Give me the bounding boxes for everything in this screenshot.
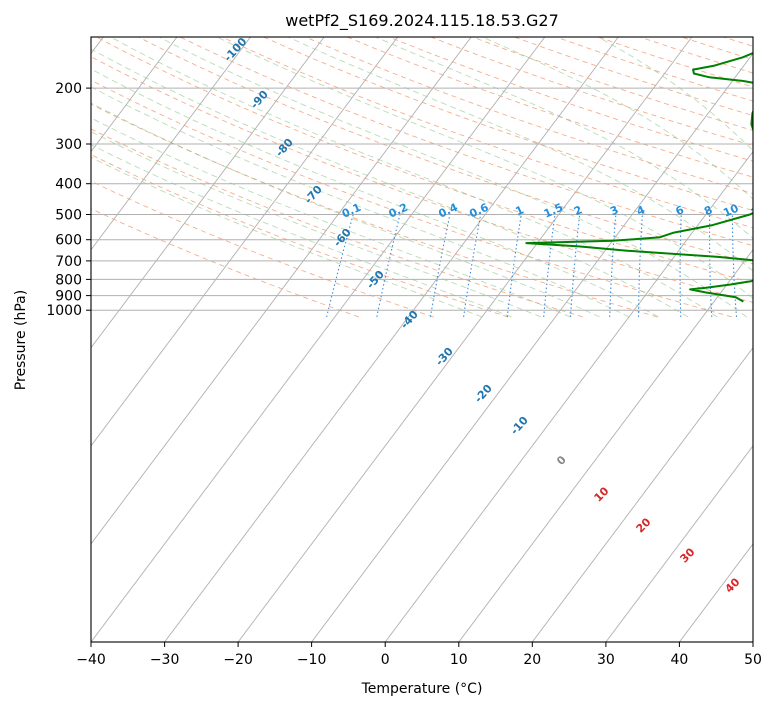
mixing-ratio-line xyxy=(731,214,738,317)
series-layer xyxy=(525,51,753,303)
dry-adiabat-line xyxy=(91,79,732,318)
y-tick-label: 700 xyxy=(55,254,82,270)
dry-adiabat-line xyxy=(91,208,360,318)
dry-adiabat-line xyxy=(304,37,753,195)
plot-frame xyxy=(90,36,754,643)
mixing-ratio-lines xyxy=(326,214,738,318)
mixing-ratio-line xyxy=(506,214,522,317)
mixing-ratio-line xyxy=(679,214,682,317)
dry-adiabat-line xyxy=(137,37,753,265)
moist-adiabat-line xyxy=(91,86,630,318)
y-tick-label: 400 xyxy=(55,177,82,193)
mixing-ratio-label: 13 xyxy=(749,202,768,220)
isotherms xyxy=(91,37,753,642)
moist-adiabat-line xyxy=(109,37,718,318)
isotherm-line xyxy=(91,37,472,545)
moist-adiabat-line xyxy=(91,144,512,318)
moist-adiabat-line xyxy=(91,102,600,318)
isotherm-line xyxy=(91,37,325,349)
pressure-gridlines xyxy=(91,87,753,311)
x-tick-label: 50 xyxy=(744,652,762,668)
x-axis-label: Temperature (°C) xyxy=(361,681,483,697)
dry-adiabat-line xyxy=(179,37,753,247)
y-tick-label: 100 xyxy=(55,0,82,1)
y-tick-label: 1000 xyxy=(46,303,82,319)
mixing-ratio-line xyxy=(376,214,401,318)
moist-adiabat-line xyxy=(374,37,753,239)
x-tick-label: −10 xyxy=(297,652,327,668)
x-tick-label: 40 xyxy=(670,652,688,668)
x-tick-label: 10 xyxy=(450,652,468,668)
x-axis-ticks: −40 −30 −20 −10 0 10 20 30 40 50 xyxy=(76,642,762,668)
isotherm-line xyxy=(311,52,753,642)
isotherm-line xyxy=(91,37,251,251)
mixing-ratio-line xyxy=(463,214,482,317)
mixing-ratio-line xyxy=(326,214,354,318)
sounding-line xyxy=(525,51,753,303)
x-tick-label: 0 xyxy=(381,652,390,668)
dry-adiabat-line xyxy=(346,37,753,178)
moist-adiabat-line xyxy=(216,37,753,299)
y-axis-label: Pressure (hPa) xyxy=(13,290,29,390)
moist-adiabat-line xyxy=(91,48,689,318)
mixing-ratio-line xyxy=(637,214,643,317)
mixing-ratio-label: 10 xyxy=(721,202,741,220)
moist-adiabat-line xyxy=(287,37,753,272)
y-tick-label: 900 xyxy=(55,289,82,305)
mixing-ratio-line xyxy=(709,214,713,317)
moist-adiabat-line xyxy=(91,156,483,318)
isotherm-line xyxy=(91,37,398,447)
isotherm-line xyxy=(164,37,619,642)
mixing-ratio-line xyxy=(429,214,451,318)
x-tick-label: −30 xyxy=(150,652,180,668)
moist-adiabat-line xyxy=(158,37,747,318)
dry-adiabat-line xyxy=(91,128,583,318)
isotherm-line xyxy=(458,248,753,642)
moist-adiabats xyxy=(91,37,753,318)
mixing-ratio-line xyxy=(609,214,617,317)
mixing-ratio-line xyxy=(543,214,556,317)
isotherm-line xyxy=(237,37,693,642)
y-tick-label: 500 xyxy=(55,208,82,224)
chart-title: wetPf2_S169.2024.115.18.53.G27 xyxy=(285,11,559,31)
y-tick-label: 600 xyxy=(55,233,82,249)
x-tick-label: 30 xyxy=(597,652,615,668)
y-tick-label: 800 xyxy=(55,272,82,288)
moist-adiabat-line xyxy=(91,68,659,318)
x-tick-label: −40 xyxy=(76,652,106,668)
isotherm-line xyxy=(605,445,753,642)
x-tick-label: −20 xyxy=(223,652,253,668)
y-tick-label: 200 xyxy=(55,81,82,97)
isotherm-line xyxy=(531,346,753,642)
mixing-ratio-line xyxy=(569,214,581,317)
dry-adiabat-line xyxy=(429,37,753,147)
isotherm-line xyxy=(384,150,753,642)
dry-adiabat-line xyxy=(220,37,753,229)
dry-adiabat-line xyxy=(91,154,509,318)
isotherm-line xyxy=(91,37,178,153)
dry-adiabat-line xyxy=(95,37,753,284)
y-tick-label: 300 xyxy=(55,137,82,153)
x-tick-label: 20 xyxy=(523,652,541,668)
isotherm-line xyxy=(91,37,546,642)
